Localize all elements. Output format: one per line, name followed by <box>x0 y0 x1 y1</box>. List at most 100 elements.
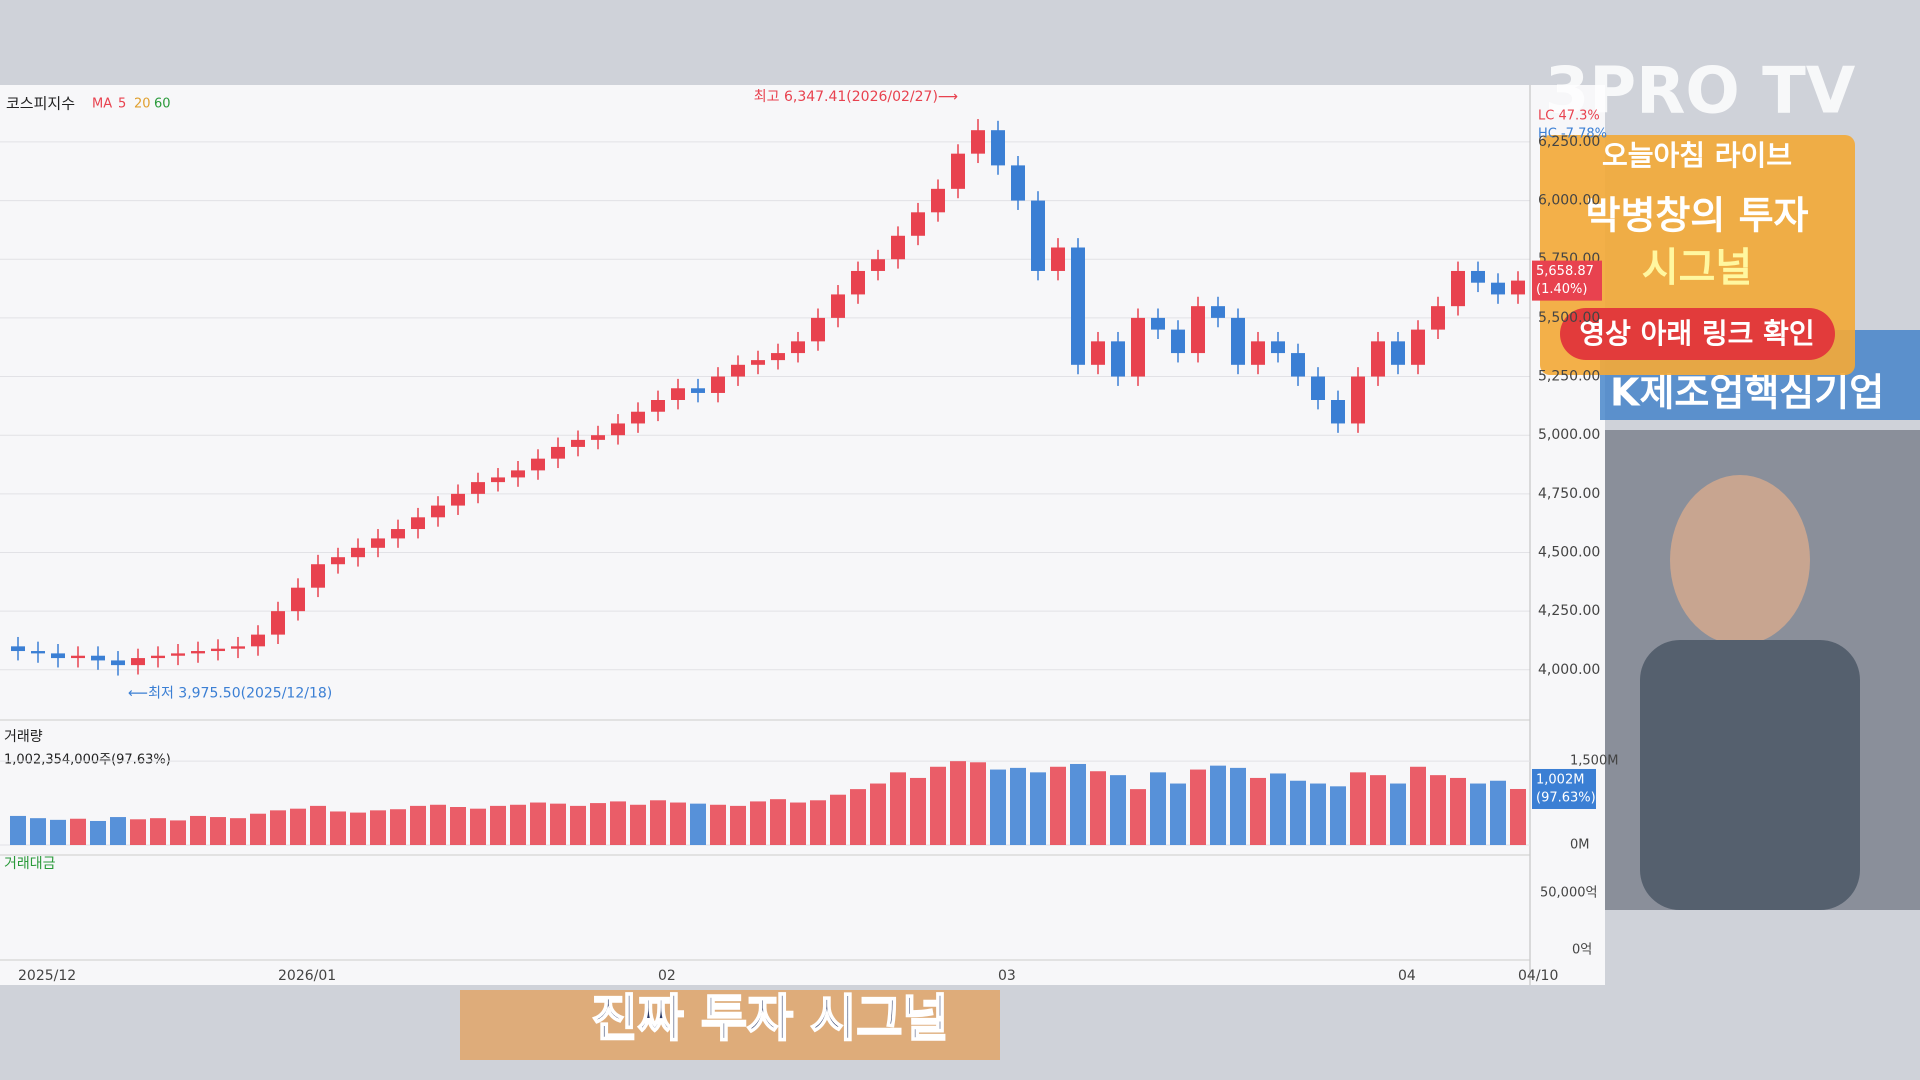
y-tick-label: 5,500.00 <box>1538 310 1600 326</box>
candle-body <box>351 547 365 558</box>
volume-bar <box>1170 783 1186 845</box>
volume-summary: 1,002,354,000주(97.63%) <box>4 753 171 768</box>
volume-bar <box>890 772 906 845</box>
volume-bar <box>550 803 566 845</box>
volume-tick-label: 1,500M <box>1570 754 1618 769</box>
candle-body <box>1211 306 1225 318</box>
volume-bar <box>1270 773 1286 845</box>
current-price: 5,658.87 <box>1536 264 1594 279</box>
chart-title: 코스피지수 <box>6 95 75 113</box>
candle-body <box>171 653 185 656</box>
price-tag <box>1532 260 1602 301</box>
volume-bar <box>70 818 86 845</box>
volume-bar <box>1210 765 1226 845</box>
range-info: HC -7.78% <box>1538 127 1607 142</box>
candle-body <box>551 446 565 459</box>
x-tick-label: 2026/01 <box>278 968 336 984</box>
show-title: 시그널 <box>1642 245 1752 291</box>
volume-bar <box>830 794 846 845</box>
volume-bar <box>530 802 546 845</box>
volume-bar <box>110 817 126 845</box>
volume-bar <box>1450 777 1466 845</box>
candle-body <box>671 388 685 400</box>
volume-bar <box>610 801 626 845</box>
volume-bar <box>330 811 346 845</box>
x-tick-label: 02 <box>658 968 676 984</box>
volume-bar <box>190 815 206 845</box>
volume-bar <box>1250 777 1266 845</box>
candle-body <box>1111 341 1125 377</box>
y-tick-label: 4,250.00 <box>1538 603 1600 619</box>
volume-bar <box>230 818 246 845</box>
volume-bar <box>630 804 646 845</box>
candle-body <box>591 435 605 440</box>
volume-bar <box>1330 786 1346 845</box>
chart-panel <box>0 85 1605 985</box>
volume-tag <box>1532 768 1596 809</box>
volume-bar <box>1010 767 1026 845</box>
candle-body <box>111 660 125 666</box>
candle-body <box>1031 200 1045 271</box>
volume-bar <box>1430 775 1446 845</box>
volume-bar <box>410 805 426 845</box>
trading-value-title: 거래대금 <box>4 856 56 872</box>
candle-body <box>651 400 665 412</box>
volume-bar <box>1150 772 1166 845</box>
volume-bar <box>1490 780 1506 845</box>
candle-body <box>1511 280 1525 295</box>
volume-bar <box>770 799 786 845</box>
volume-bar <box>730 805 746 845</box>
candle-body <box>531 458 545 471</box>
host-body <box>1640 640 1860 910</box>
cta-pill <box>1560 308 1835 360</box>
candle-body <box>711 376 725 393</box>
candle-body <box>931 188 945 213</box>
volume-bar <box>1090 771 1106 845</box>
legend-item: 5 <box>118 97 126 112</box>
candle-body <box>331 557 345 565</box>
volume-bar <box>510 804 526 845</box>
y-tick-label: 4,750.00 <box>1538 486 1600 502</box>
volume-bar <box>1290 780 1306 845</box>
candle-body <box>291 587 305 612</box>
candle-body <box>1291 353 1305 377</box>
candle-body <box>191 651 205 654</box>
y-tick-label: 6,000.00 <box>1538 193 1600 209</box>
candle-body <box>1191 306 1205 354</box>
candle-body <box>611 423 625 436</box>
candle-body <box>871 259 885 271</box>
candle-body <box>511 470 525 478</box>
volume-bar <box>690 803 706 845</box>
banner: K제조업핵심기업 <box>1610 371 1884 415</box>
candle-body <box>1071 247 1085 365</box>
x-tick-label: 04/10 <box>1518 968 1558 984</box>
volume-bar <box>750 801 766 845</box>
show-title: 박병창의 투자 <box>1586 194 1809 238</box>
volume-bar <box>1070 763 1086 845</box>
candle-body <box>311 564 325 588</box>
volume-bar <box>1050 766 1066 845</box>
min-annotation: ⟵최저 3,975.50(2025/12/18) <box>128 686 332 702</box>
volume-bar <box>250 813 266 845</box>
volume-bar <box>950 761 966 845</box>
volume-bar <box>310 805 326 845</box>
candle-body <box>691 388 705 393</box>
cta: 영상 아래 링크 확인 <box>1579 317 1814 350</box>
candle-body <box>131 658 145 666</box>
volume-bar <box>150 818 166 845</box>
candle-body <box>231 646 245 649</box>
caption: 진짜 투자 시그널 <box>592 990 949 1048</box>
candle-body <box>471 482 485 494</box>
channel-logo: 3PRO TV <box>1545 55 1856 129</box>
candle-body <box>731 364 745 377</box>
candle-body <box>451 493 465 506</box>
volume-bar <box>1350 772 1366 845</box>
host-face <box>1670 475 1810 645</box>
legend-item: 60 <box>154 97 171 112</box>
volume-bar <box>170 820 186 845</box>
max-annotation: 최고 6,347.41(2026/02/27)⟶ <box>754 89 958 105</box>
volume-bar <box>1410 766 1426 845</box>
y-tick-label: 5,250.00 <box>1538 369 1600 385</box>
candle-body <box>631 411 645 424</box>
volume-bar <box>570 805 586 845</box>
